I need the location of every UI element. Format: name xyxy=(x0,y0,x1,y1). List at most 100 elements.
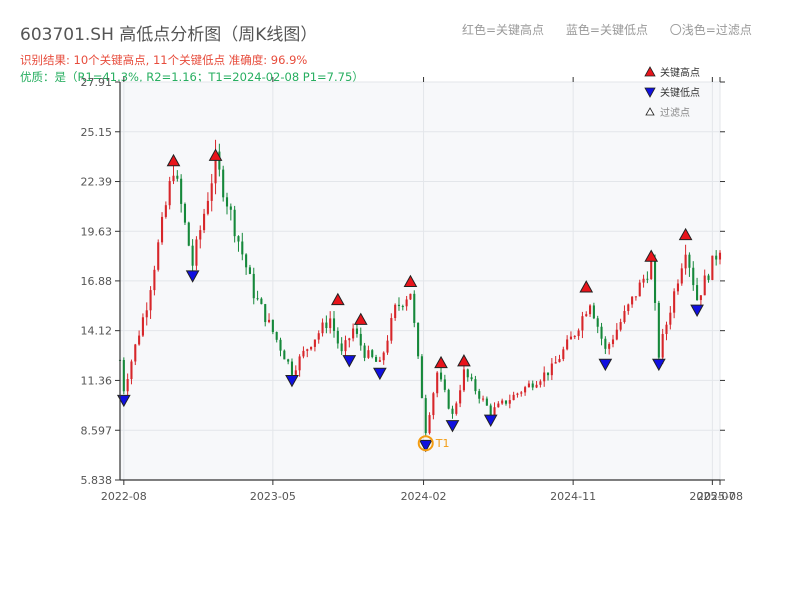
candle-body xyxy=(359,333,362,346)
quality-summary: 优质：是（R1=41.3%, R2=1.16；T1=2024-02-08 P1=… xyxy=(20,70,364,84)
candle-body xyxy=(428,415,431,434)
t1-ring xyxy=(417,435,434,452)
candle-body xyxy=(279,339,282,351)
candle-body xyxy=(646,278,649,280)
color-legend: 红色=关键高点 蓝色=关键低点 〇浅色=过滤点 xyxy=(462,21,752,38)
candle-body xyxy=(611,339,615,345)
candle-body xyxy=(539,381,542,385)
candle-body xyxy=(130,361,133,380)
x-tick-label: 2024-02 xyxy=(401,490,447,503)
candle-body xyxy=(485,398,488,406)
candle-body xyxy=(390,318,393,341)
candle-body xyxy=(375,356,378,362)
candle-body xyxy=(455,403,458,414)
candle-body xyxy=(401,306,404,308)
candle-body xyxy=(264,304,267,323)
candle-body xyxy=(478,391,481,399)
candle-body xyxy=(183,203,187,223)
candle-body xyxy=(577,330,580,337)
key-high-marker xyxy=(457,354,471,367)
candle-body xyxy=(203,213,206,231)
candle-body xyxy=(363,345,366,358)
candle-body xyxy=(180,178,183,204)
candle-body xyxy=(504,400,508,404)
key-low-marker xyxy=(116,394,131,408)
candle-body xyxy=(420,356,423,399)
candle-body xyxy=(627,304,630,312)
candle-body xyxy=(718,252,722,260)
candle-body xyxy=(581,316,584,331)
y-tick-label: 8.597 xyxy=(81,424,113,437)
candles xyxy=(118,139,722,438)
candle-body xyxy=(168,181,171,206)
candle-body xyxy=(592,305,595,319)
candle-body xyxy=(122,359,125,392)
candle-body xyxy=(470,377,473,380)
y-tick-label: 22.39 xyxy=(81,176,113,189)
x-tick-label: 2024-11 xyxy=(550,490,596,503)
legend-label: 关键高点 xyxy=(660,66,700,79)
candle-body xyxy=(378,360,381,362)
candle-body xyxy=(340,343,343,352)
y-tick-label: 25.15 xyxy=(81,126,113,139)
key-low-marker xyxy=(483,414,498,427)
color-legend-blue: 蓝色=关键低点 xyxy=(565,23,648,37)
candle-body xyxy=(336,330,339,344)
candle-body xyxy=(631,296,634,305)
candle-body xyxy=(252,273,255,299)
candle-body xyxy=(585,314,588,317)
key-low-marker xyxy=(598,358,613,372)
candle-body xyxy=(638,282,641,297)
candle-body xyxy=(210,183,213,201)
key-high-marker xyxy=(434,355,448,369)
candle-body xyxy=(332,318,336,331)
chart-title: 603701.SH 高低点分析图（周K线图） xyxy=(20,25,318,45)
candle-body xyxy=(688,254,691,268)
key-low-marker xyxy=(185,270,200,283)
candle-body xyxy=(680,268,683,284)
candle-body xyxy=(283,350,286,360)
t1-label: T1 xyxy=(435,437,450,450)
candle-body xyxy=(573,336,576,338)
candle-body xyxy=(527,383,530,388)
candle-body xyxy=(665,324,668,335)
key-low-marker xyxy=(342,355,357,368)
candle-body xyxy=(134,344,137,362)
candle-body xyxy=(195,239,198,266)
candle-body xyxy=(600,326,603,339)
candle-body xyxy=(172,175,175,182)
candle-body xyxy=(543,372,546,382)
legend-low-icon xyxy=(644,87,656,98)
candle-body xyxy=(520,392,523,394)
candle-body xyxy=(397,304,401,307)
candle-body xyxy=(676,283,680,292)
candle-body xyxy=(344,340,347,352)
candle-body xyxy=(290,361,294,375)
candle-body xyxy=(516,393,519,395)
y-tick-label: 16.88 xyxy=(81,275,113,288)
candle-body xyxy=(160,216,164,243)
candle-body xyxy=(294,370,297,375)
candle-body xyxy=(608,344,611,349)
key-high-marker xyxy=(579,280,594,293)
candle-body xyxy=(141,317,144,336)
candle-body xyxy=(642,278,645,283)
candle-body xyxy=(371,350,374,357)
candle-body xyxy=(164,205,167,217)
candle-body xyxy=(558,359,561,363)
candle-body xyxy=(233,209,236,237)
candle-body xyxy=(604,338,607,349)
candle-body xyxy=(669,312,672,325)
key-low-marker xyxy=(373,367,387,381)
candle-body xyxy=(661,334,664,358)
candle-body xyxy=(405,299,408,307)
candle-body xyxy=(596,318,599,327)
candle-body xyxy=(157,242,160,270)
y-tick-label: 27.91 xyxy=(81,76,113,89)
candle-body xyxy=(321,322,324,334)
candle-body xyxy=(554,362,557,364)
candle-body xyxy=(145,310,148,318)
candle-body xyxy=(191,245,194,266)
